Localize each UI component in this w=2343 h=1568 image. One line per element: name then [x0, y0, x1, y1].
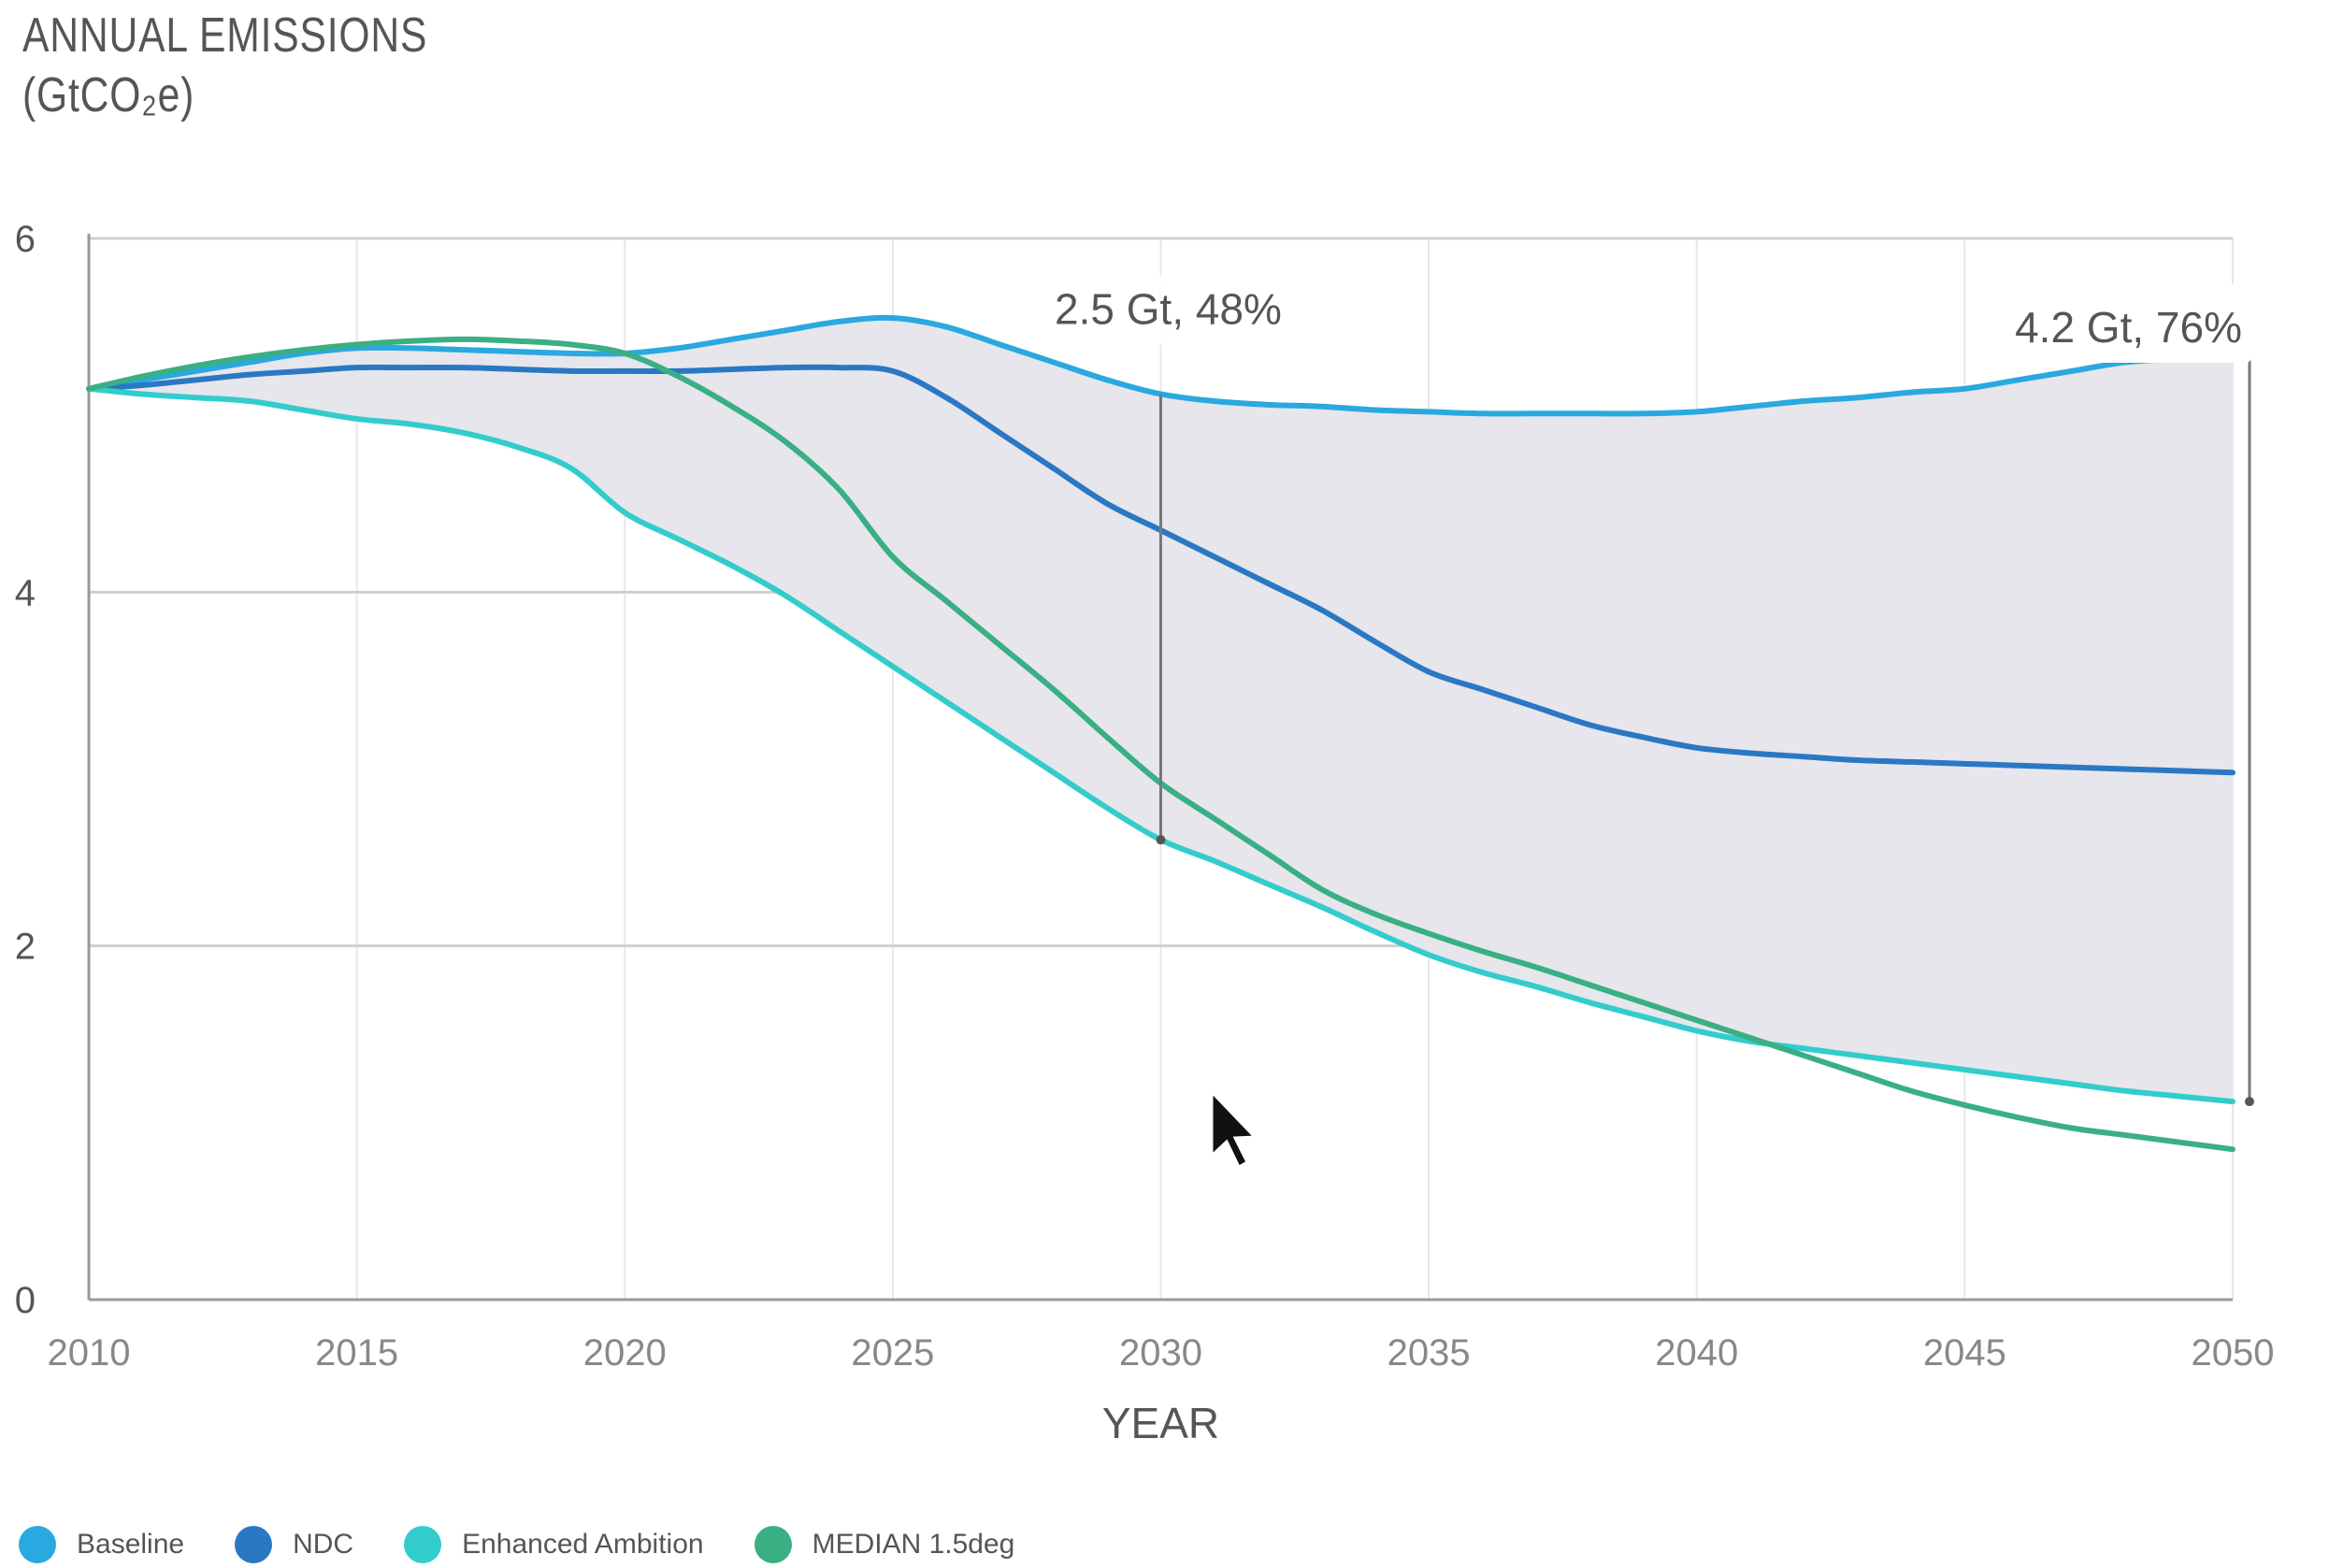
y-axis-title: ANNUAL EMISSIONS (GtCO₂e) — [22, 6, 427, 125]
legend-label: Baseline — [77, 1529, 185, 1560]
annotation-label-bg — [1971, 283, 2251, 363]
series-line-median-1-5deg — [86, 336, 2235, 1153]
y-tick-label: 0 — [15, 1280, 36, 1321]
legend-item: Enhanced Ambition — [404, 1526, 704, 1563]
annotation-label-bg — [1037, 275, 1300, 345]
legend-label: MEDIAN 1.5deg — [812, 1529, 1015, 1560]
legend-swatch — [404, 1526, 442, 1563]
legend-label: NDC — [293, 1529, 354, 1560]
mouse-pointer-icon — [1210, 1088, 1258, 1170]
annotations: 2.5 Gt, 48% 4.2 Gt, 76% — [1037, 275, 2254, 1107]
legend-swatch — [19, 1526, 56, 1563]
x-tick-label: 2020 — [583, 1332, 667, 1374]
legend: Baseline NDC Enhanced Ambition MEDIAN 1.5de… — [19, 1524, 1014, 1565]
x-tick-label: 2050 — [2192, 1332, 2275, 1374]
legend-item: Baseline — [19, 1526, 184, 1563]
axes — [87, 234, 2233, 1302]
legend-item: NDC — [235, 1526, 353, 1563]
series-line-ndc — [86, 364, 2235, 776]
x-tick-label: 2015 — [315, 1332, 398, 1374]
y-tick-label: 2 — [15, 927, 36, 968]
annotation-endpoint — [1156, 835, 1166, 845]
annotation-label: 4.2 Gt, 76% — [2015, 303, 2242, 352]
y-axis-title-line2: (GtCO₂e) — [22, 68, 195, 122]
series-lines — [86, 314, 2235, 1153]
legend-swatch — [754, 1526, 792, 1563]
y-axis-title-line1: ANNUAL EMISSIONS — [22, 8, 428, 63]
x-tick-label: 2035 — [1387, 1332, 1471, 1374]
x-tick-label: 2010 — [48, 1332, 131, 1374]
series-line-enhanced-ambition — [86, 385, 2235, 1105]
x-tick-label: 2025 — [851, 1332, 934, 1374]
legend-swatch — [235, 1526, 273, 1563]
y-tick-label: 4 — [15, 572, 36, 613]
x-tick-label: 2030 — [1119, 1332, 1202, 1374]
annotation-label: 2.5 Gt, 48% — [1055, 284, 1282, 333]
y-tick-label: 6 — [15, 219, 36, 260]
tick-labels: 2010 2015 2020 2025 2030 2035 2040 2045 2050 0 2 4 6 — [15, 219, 2275, 1374]
x-axis-title: YEAR — [1102, 1399, 1219, 1447]
legend-label: Enhanced Ambition — [462, 1529, 704, 1560]
x-tick-label: 2040 — [1655, 1332, 1738, 1374]
annotation-endpoint — [2245, 1097, 2254, 1107]
legend-item: MEDIAN 1.5deg — [754, 1526, 1015, 1563]
x-tick-label: 2045 — [1923, 1332, 2006, 1374]
